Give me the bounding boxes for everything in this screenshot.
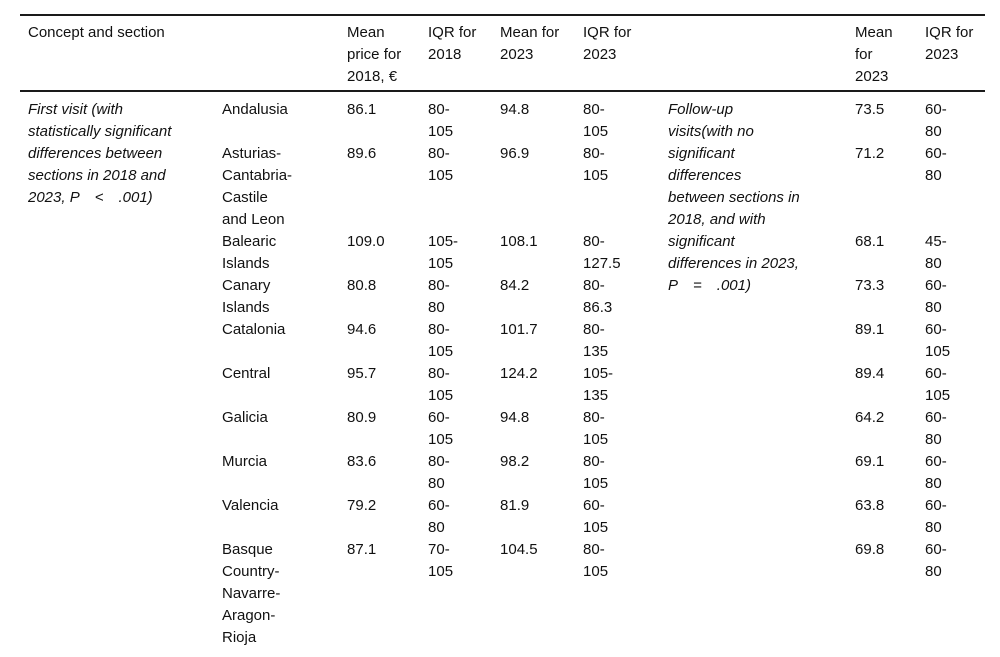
iqr-2023-cell: 80- 127.5: [583, 233, 621, 272]
concept-first-visit: First visit (with statistically signific…: [28, 101, 172, 206]
mean-2023-cell: 108.1: [500, 233, 538, 250]
mean-2018-cell: 86.1: [347, 101, 377, 118]
mean-2018-cell: 80.8: [347, 277, 377, 294]
mean-2023-cell: 124.2: [500, 365, 538, 382]
table-row: Balearic Islands 109.0 105- 105 108.1 80…: [20, 231, 985, 275]
followup-iqr-2023-cell: 60- 80: [925, 277, 947, 316]
region-cell: Canary Islands: [222, 277, 271, 316]
followup-iqr-2023-cell: 60- 80: [925, 541, 947, 580]
followup-mean-2023-cell: 69.1: [855, 453, 885, 470]
iqr-2018-cell: 80- 80: [428, 453, 450, 492]
followup-iqr-2023-cell: 45- 80: [925, 233, 947, 272]
header-iqr-2023: IQR for 2023: [575, 15, 661, 92]
price-table: Concept and section Mean price for 2018,…: [20, 14, 986, 657]
region-cell: Catalonia: [222, 321, 286, 338]
table-row: First visit (with statistically signific…: [20, 91, 985, 294]
iqr-2018-cell: 60- 105: [428, 409, 454, 448]
mean-2018-cell: 95.7: [347, 365, 377, 382]
region-cell: Andalusia: [222, 101, 288, 118]
header-iqr-2018: IQR for 2018: [420, 15, 493, 92]
followup-mean-2023-cell: 73.3: [855, 277, 885, 294]
followup-mean-2023-cell: 69.8: [855, 541, 885, 558]
iqr-2018-cell: 80- 105: [428, 145, 454, 184]
followup-iqr-2023-cell: 60- 105: [925, 321, 951, 360]
followup-mean-2023-cell: 64.2: [855, 409, 885, 426]
mean-2018-cell: 87.1: [347, 541, 377, 558]
mean-2023-cell: 94.8: [500, 101, 530, 118]
iqr-2018-cell: 70- 105: [428, 541, 454, 580]
iqr-2023-cell: 105- 135: [583, 365, 614, 404]
mean-2023-cell: 104.5: [500, 541, 538, 558]
mean-2018-cell: 80.9: [347, 409, 377, 426]
mean-2018-cell: 94.6: [347, 321, 377, 338]
followup-iqr-2023-cell: 60- 80: [925, 409, 947, 448]
table-row: Canary Islands 80.8 80- 80 84.2 80- 86.3…: [20, 275, 985, 319]
followup-mean-2023-cell: 73.5: [855, 101, 885, 118]
region-cell: Balearic Islands: [222, 233, 277, 272]
region-cell: Valencia: [222, 497, 279, 514]
mean-2023-cell: 101.7: [500, 321, 538, 338]
table-row: Basque Country- Navarre- Aragon- Rioja 8…: [20, 539, 985, 657]
concept-follow-up: Follow-up visits(with no significant dif…: [668, 101, 800, 294]
iqr-2018-cell: 80- 105: [428, 321, 454, 360]
mean-2018-cell: 83.6: [347, 453, 377, 470]
mean-2023-cell: 96.9: [500, 145, 530, 162]
table-row: Valencia 79.2 60- 80 81.9 60- 105 63.8 6…: [20, 495, 985, 539]
header-concept-and-section: Concept and section: [20, 15, 340, 92]
table-row: Central 95.7 80- 105 124.2 105- 135 89.4…: [20, 363, 985, 407]
table-row: Asturias- Cantabria- Castile and Leon 89…: [20, 143, 985, 231]
header-mean-2023: Mean for 2023: [492, 15, 576, 92]
iqr-2018-cell: 80- 105: [428, 101, 454, 140]
followup-mean-2023-cell: 63.8: [855, 497, 885, 514]
mean-2023-cell: 84.2: [500, 277, 530, 294]
followup-iqr-2023-cell: 60- 80: [925, 497, 947, 536]
iqr-2023-cell: 80- 105: [583, 101, 609, 140]
iqr-2023-cell: 80- 105: [583, 453, 609, 492]
region-cell: Central: [222, 365, 271, 382]
mean-2018-cell: 89.6: [347, 145, 377, 162]
followup-iqr-2023-cell: 60- 105: [925, 365, 951, 404]
table-row: Galicia 80.9 60- 105 94.8 80- 105 64.2 6…: [20, 407, 985, 451]
region-cell: Murcia: [222, 453, 268, 470]
iqr-2023-cell: 80- 86.3: [583, 277, 613, 316]
iqr-2023-cell: 80- 105: [583, 541, 609, 580]
region-cell: Galicia: [222, 409, 268, 426]
mean-2018-cell: 109.0: [347, 233, 385, 250]
followup-mean-2023-cell: 68.1: [855, 233, 885, 250]
iqr-2018-cell: 60- 80: [428, 497, 450, 536]
followup-mean-2023-cell: 89.1: [855, 321, 885, 338]
header-followup-iqr-2023: IQR for 2023: [917, 15, 986, 92]
header-mean-price-2018: Mean price for 2018, €: [339, 15, 421, 92]
followup-mean-2023-cell: 71.2: [855, 145, 885, 162]
iqr-2023-cell: 80- 135: [583, 321, 609, 360]
iqr-2023-cell: 60- 105: [583, 497, 609, 536]
region-cell: Asturias- Cantabria- Castile and Leon: [222, 145, 293, 228]
table-row: Catalonia 94.6 80- 105 101.7 80- 135 89.…: [20, 319, 985, 363]
followup-iqr-2023-cell: 60- 80: [925, 453, 947, 492]
iqr-2023-cell: 80- 105: [583, 409, 609, 448]
mean-2018-cell: 79.2: [347, 497, 377, 514]
mean-2023-cell: 98.2: [500, 453, 530, 470]
mean-2023-cell: 81.9: [500, 497, 530, 514]
iqr-2018-cell: 105- 105: [428, 233, 459, 272]
iqr-2018-cell: 80- 80: [428, 277, 450, 316]
region-cell: Basque Country- Navarre- Aragon- Rioja: [222, 541, 281, 646]
iqr-2018-cell: 80- 105: [428, 365, 454, 404]
followup-iqr-2023-cell: 60- 80: [925, 101, 947, 140]
iqr-2023-cell: 80- 105: [583, 145, 609, 184]
header-followup-mean-2023: Mean for 2023: [847, 15, 918, 92]
followup-mean-2023-cell: 89.4: [855, 365, 885, 382]
header-row: Concept and section Mean price for 2018,…: [20, 15, 986, 92]
table-row: Murcia 83.6 80- 80 98.2 80- 105 69.1 60-…: [20, 451, 985, 495]
mean-2023-cell: 94.8: [500, 409, 530, 426]
header-spacer: [660, 15, 848, 92]
followup-iqr-2023-cell: 60- 80: [925, 145, 947, 184]
